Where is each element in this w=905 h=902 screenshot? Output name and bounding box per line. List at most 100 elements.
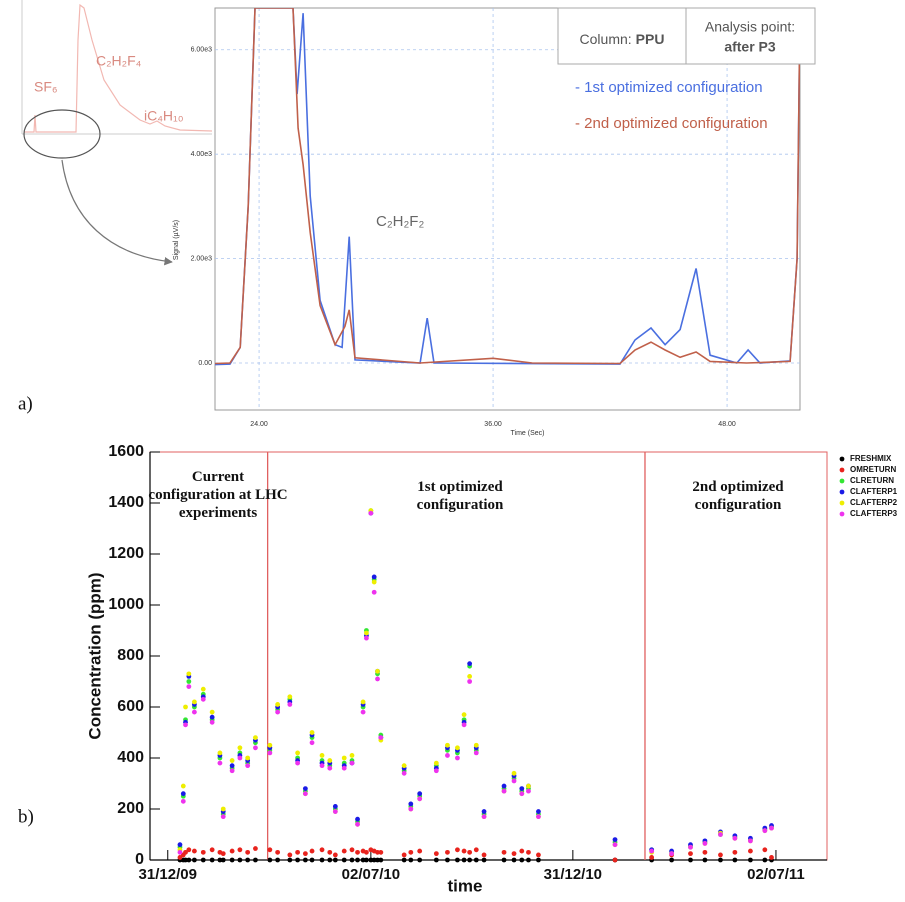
inset-label: iC₄H₁₀	[144, 108, 184, 124]
legend-marker	[839, 456, 845, 462]
data-point	[364, 849, 369, 855]
x-axis-label: time	[448, 876, 483, 895]
x-tick-label: 36.00	[484, 421, 502, 428]
y-tick-label: 600	[117, 698, 144, 715]
data-point	[526, 849, 531, 855]
data-point	[364, 630, 369, 636]
data-point	[332, 852, 338, 858]
data-point	[191, 848, 197, 854]
column-label: Column:	[580, 31, 632, 47]
data-point	[455, 745, 460, 751]
data-point	[481, 857, 487, 863]
analysis-value: after P3	[724, 39, 776, 55]
data-point	[209, 714, 215, 720]
data-point	[275, 849, 281, 855]
series-group	[215, 8, 800, 366]
data-point	[309, 740, 315, 746]
data-point	[501, 788, 507, 794]
data-point	[511, 857, 517, 863]
y-tick-label: 0.00	[198, 360, 212, 367]
data-point	[209, 709, 215, 715]
data-point	[229, 768, 235, 774]
data-point	[191, 709, 197, 715]
data-point	[433, 851, 439, 857]
data-point	[209, 857, 215, 863]
data-point	[718, 832, 723, 837]
data-point	[368, 510, 374, 516]
panel-label: b)	[18, 806, 34, 827]
data-point	[688, 857, 693, 863]
data-point	[302, 857, 308, 863]
data-point	[612, 842, 618, 848]
legend-marker	[839, 467, 845, 473]
data-point	[467, 679, 473, 684]
annotation: Current configuration at LHC experiments	[148, 469, 288, 521]
y-tick-label: 1600	[108, 443, 144, 460]
data-point	[287, 702, 293, 707]
data-point	[718, 857, 723, 863]
data-point	[200, 686, 206, 692]
data-point	[327, 765, 333, 771]
data-point	[209, 847, 215, 853]
inset-label: SF₆	[34, 79, 58, 95]
data-point	[511, 851, 517, 857]
data-point	[217, 760, 223, 766]
data-point	[200, 857, 206, 863]
data-point	[237, 847, 243, 853]
data-point	[364, 857, 369, 863]
data-point	[237, 857, 243, 863]
data-point	[649, 855, 655, 860]
data-point	[327, 758, 333, 763]
data-point	[253, 745, 258, 751]
data-point	[408, 801, 414, 807]
y-tick-label: 400	[117, 749, 144, 766]
data-point	[669, 857, 675, 863]
legend-entry: - 2nd optimized configuration	[575, 115, 768, 132]
y-tick-label: 1200	[108, 545, 144, 562]
column-info: Column: PPU	[580, 31, 665, 47]
legend-entry: CLAFTERP2	[850, 498, 898, 507]
data-point	[186, 671, 192, 677]
data-point	[217, 857, 223, 863]
data-point	[526, 783, 531, 789]
data-point	[220, 857, 226, 863]
legend-marker	[839, 511, 845, 517]
data-point	[669, 851, 675, 857]
data-point	[183, 857, 188, 863]
data-point	[702, 849, 708, 855]
data-point	[186, 857, 192, 863]
data-point	[702, 841, 708, 846]
data-point	[467, 849, 473, 855]
data-point	[408, 806, 414, 812]
data-point	[408, 849, 414, 855]
data-point	[341, 765, 347, 771]
data-point	[445, 753, 450, 758]
data-point	[275, 709, 281, 715]
data-point	[375, 668, 380, 674]
y-tick-label: 200	[117, 800, 144, 817]
data-point	[455, 847, 460, 853]
y-tick-label: 1000	[108, 596, 144, 613]
y-axis-label: Concentration (ppm)	[85, 572, 104, 739]
data-point	[536, 852, 541, 858]
data-point	[229, 857, 235, 863]
data-point	[473, 742, 479, 748]
data-point	[200, 849, 206, 855]
data-point	[360, 857, 366, 863]
data-point	[180, 798, 186, 804]
data-point	[378, 849, 384, 855]
data-point	[769, 855, 774, 860]
line-series	[215, 8, 800, 366]
data-point	[355, 821, 360, 827]
data-point	[237, 755, 243, 761]
data-point	[732, 849, 738, 855]
data-point	[371, 579, 377, 585]
data-point	[177, 842, 183, 848]
data-point	[481, 814, 487, 820]
data-point	[718, 852, 723, 858]
data-point	[183, 722, 188, 728]
data-point	[536, 814, 541, 820]
data-point	[360, 709, 366, 715]
data-point	[209, 719, 215, 725]
data-point	[245, 763, 251, 769]
